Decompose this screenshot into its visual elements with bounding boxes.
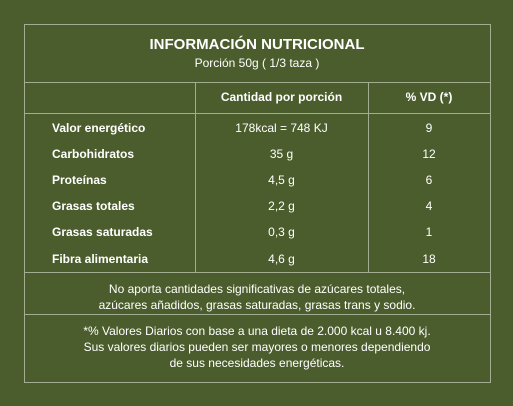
row-label: Grasas totales [52,199,135,214]
daily-value: 6 [425,173,433,188]
outer-border [24,24,491,383]
daily-value: 4 [425,199,433,214]
daily-value: 12 [422,147,436,162]
row-label: Proteínas [52,173,107,188]
note: No aporta cantidades significativas de a… [24,281,490,313]
amount: 35 g [269,147,294,162]
footnote: *% Valores Diarios con base a una dieta … [24,323,490,371]
footnote-line: de sus necesidades energéticas. [169,356,345,370]
footnote-line: Sus valores diarios pueden ser mayores o… [83,340,431,354]
column-header: Cantidad por porción [220,90,343,104]
footnote-line: *% Valores Diarios con base a una dieta … [83,324,431,338]
row-label: Carbohidratos [52,147,135,162]
daily-value: 9 [425,121,433,135]
daily-value: 18 [422,251,436,266]
note-line: No aporta cantidades significativas de a… [108,282,406,296]
column-header: % VD (*) [405,90,453,104]
title: INFORMACIÓN NUTRICIONAL [149,36,365,53]
note-line: azúcares añadidos, grasas saturadas, gra… [98,298,416,312]
row-label: Fibra alimentaria [52,251,149,266]
row-label: Valor energético [52,121,146,135]
subtitle: Porción 50g ( 1/3 taza ) [194,56,320,70]
daily-value: 1 [425,225,433,240]
amount: 4,5 g [268,173,295,188]
amount: 2,2 g [268,199,295,214]
row-label: Grasas saturadas [52,225,153,240]
amount: 0,3 g [268,225,295,240]
amount: 178kcal = 748 KJ [235,121,328,135]
amount: 4,6 g [268,251,295,266]
